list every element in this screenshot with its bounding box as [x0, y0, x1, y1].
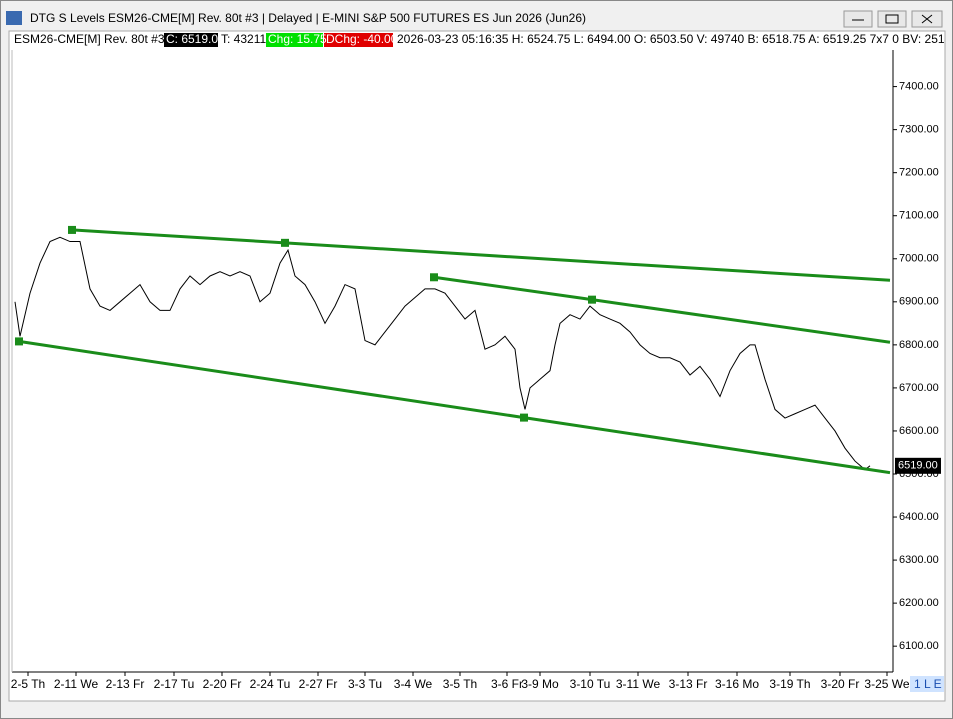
y-tick-label: 7300.00: [899, 124, 939, 136]
last-price-tag: [895, 457, 941, 474]
app-icon: [6, 11, 22, 25]
x-tick-label: 3-16 Mo: [715, 677, 759, 691]
x-tick-label: 3-5 Th: [443, 677, 477, 691]
x-tick-label: 3-10 Tu: [570, 677, 611, 691]
y-tick-label: 6400.00: [899, 511, 939, 523]
info-symbol: ESM26-CME[M] Rev. 80t #3: [14, 32, 165, 46]
anchor-point: [430, 273, 438, 282]
status-box: [910, 676, 944, 692]
info-quote: 2026-03-23 05:16:35 H: 6524.75 L: 6494.0…: [397, 32, 945, 46]
minimize-button[interactable]: [843, 10, 873, 28]
status-text: 1 L E: [914, 677, 942, 691]
info-chg: Chg: 15.75: [268, 32, 327, 46]
x-tick-label: 3-6 Fr: [491, 677, 523, 691]
chg-badge: [266, 33, 323, 47]
dchg-badge: [324, 33, 393, 47]
x-tick-label: 3-4 We: [394, 677, 433, 691]
x-tick-label: 2-24 Tu: [250, 677, 291, 691]
anchor-point: [588, 295, 596, 304]
x-tick-label: 3-13 Fr: [669, 677, 708, 691]
window-title: DTG S Levels ESM26-CME[M] Rev. 80t #3 | …: [30, 11, 586, 25]
y-tick-label: 7200.00: [899, 167, 939, 179]
y-tick-label: 6800.00: [899, 339, 939, 351]
y-tick-label: 6900.00: [899, 296, 939, 308]
x-tick-label: 2-13 Fr: [106, 677, 145, 691]
anchor-point: [520, 413, 528, 422]
anchor-point: [281, 238, 289, 247]
info-ticks: T: 43211: [221, 32, 266, 46]
y-tick-label: 7000.00: [899, 253, 939, 265]
close-glyph: [921, 14, 933, 24]
y-tick-label: 6100.00: [899, 640, 939, 652]
x-tick-label: 3-3 Tu: [348, 677, 382, 691]
info-dchg: DChg: -40.00: [326, 32, 398, 46]
y-tick-label: 7100.00: [899, 210, 939, 222]
x-tick-label: 3-11 We: [616, 677, 661, 691]
x-tick-label: 2-20 Fr: [203, 677, 242, 691]
y-tick-label: 6600.00: [899, 425, 939, 437]
x-tick-label: 3-25 We: [864, 677, 909, 691]
x-tick-label: 2-27 Fr: [299, 677, 338, 691]
maximize-button[interactable]: [877, 10, 907, 28]
anchor-point: [15, 337, 23, 346]
price-line: [14, 236, 871, 471]
x-tick-label: 3-9 Mo: [521, 677, 559, 691]
y-tick-label: 6200.00: [899, 597, 939, 609]
close-badge: [164, 33, 218, 47]
chart-panel: [8, 30, 946, 702]
maximize-glyph: [885, 14, 899, 24]
info-close: C: 6519.00: [166, 32, 225, 46]
plot: [14, 225, 891, 475]
axes: 6100.006200.006300.006400.006500.006600.…: [11, 80, 941, 691]
y-tick-label: 6300.00: [899, 554, 939, 566]
x-tick-label: 2-5 Th: [11, 677, 45, 691]
x-tick-label: 2-11 We: [54, 677, 99, 691]
y-tick-label: 7400.00: [899, 80, 939, 92]
x-tick-label: 3-20 Fr: [821, 677, 860, 691]
last-price-label: 6519.00: [898, 460, 938, 472]
x-tick-label: 2-17 Tu: [154, 677, 195, 691]
anchor-point: [68, 225, 76, 234]
x-tick-label: 3-19 Th: [769, 677, 810, 691]
y-tick-label: 6700.00: [899, 382, 939, 394]
